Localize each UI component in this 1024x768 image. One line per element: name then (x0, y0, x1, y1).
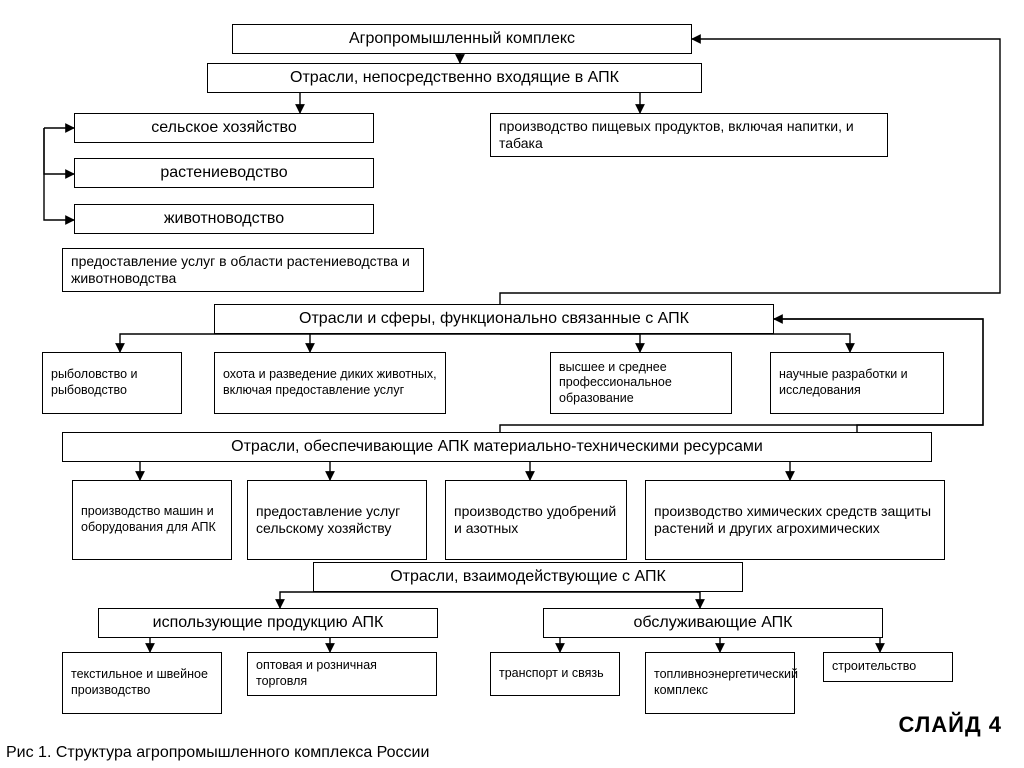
node-label: предоставление услуг сельскому хозяйству (256, 503, 418, 537)
node-direct-branches: Отрасли, непосредственно входящие в АПК (207, 63, 702, 93)
node-label: рыболовство и рыбоводство (51, 367, 173, 398)
figure-caption: Рис 1. Структура агропромышленного компл… (6, 744, 429, 762)
node-plant-growing: растениеводство (74, 158, 374, 188)
node-label: оптовая и розничная торговля (256, 658, 428, 689)
node-label: Агропромышленный комплекс (349, 29, 575, 48)
node-label: Отрасли, обеспечивающие АПК материально-… (231, 437, 763, 456)
node-agrochemicals: производство химических средств защиты р… (645, 480, 945, 560)
node-serving-apk: обслуживающие АПК (543, 608, 883, 638)
slide-number: СЛАЙД 4 (899, 712, 1003, 738)
node-agro-complex: Агропромышленный комплекс (232, 24, 692, 54)
node-fuel-energy: топливноэнергетический комплекс (645, 652, 795, 714)
node-label: текстильное и швейное производство (71, 667, 213, 698)
node-services: предоставление услуг в области растениев… (62, 248, 424, 292)
node-functional-branches: Отрасли и сферы, функционально связанные… (214, 304, 774, 334)
node-label: использующие продукцию АПК (153, 613, 384, 632)
node-education: высшее и среднее профессиональное образо… (550, 352, 732, 414)
node-resource-branches: Отрасли, обеспечивающие АПК материально-… (62, 432, 932, 462)
node-food-production: производство пищевых продуктов, включая … (490, 113, 888, 157)
node-label: растениеводство (160, 163, 287, 182)
node-trade: оптовая и розничная торговля (247, 652, 437, 696)
node-research: научные разработки и исследования (770, 352, 944, 414)
node-hunting: охота и разведение диких животных, включ… (214, 352, 446, 414)
node-label: Отрасли и сферы, функционально связанные… (299, 309, 689, 328)
node-interacting-branches: Отрасли, взаимодействующие с АПК (313, 562, 743, 592)
node-label: транспорт и связь (499, 666, 604, 682)
node-agriculture: сельское хозяйство (74, 113, 374, 143)
node-label: топливноэнергетический комплекс (654, 667, 798, 698)
node-label: производство удобрений и азотных (454, 503, 618, 537)
node-label: Отрасли, взаимодействующие с АПК (390, 567, 666, 586)
node-label: высшее и среднее профессиональное образо… (559, 360, 723, 407)
node-machinery: производство машин и оборудования для АП… (72, 480, 232, 560)
node-label: производство машин и оборудования для АП… (81, 504, 223, 535)
node-label: охота и разведение диких животных, включ… (223, 367, 437, 398)
node-fertilizers: производство удобрений и азотных (445, 480, 627, 560)
node-fishery: рыболовство и рыбоводство (42, 352, 182, 414)
node-using-apk: использующие продукцию АПК (98, 608, 438, 638)
node-ag-services: предоставление услуг сельскому хозяйству (247, 480, 427, 560)
node-label: сельское хозяйство (151, 118, 296, 137)
node-label: производство пищевых продуктов, включая … (499, 118, 879, 152)
node-transport: транспорт и связь (490, 652, 620, 696)
node-label: строительство (832, 659, 916, 675)
node-textile: текстильное и швейное производство (62, 652, 222, 714)
node-label: Отрасли, непосредственно входящие в АПК (290, 68, 619, 87)
node-label: научные разработки и исследования (779, 367, 935, 398)
node-label: животноводство (164, 209, 284, 228)
node-label: производство химических средств защиты р… (654, 503, 936, 537)
node-construction: строительство (823, 652, 953, 682)
node-label: предоставление услуг в области растениев… (71, 253, 415, 287)
node-animal-husbandry: животноводство (74, 204, 374, 234)
node-label: обслуживающие АПК (633, 613, 792, 632)
